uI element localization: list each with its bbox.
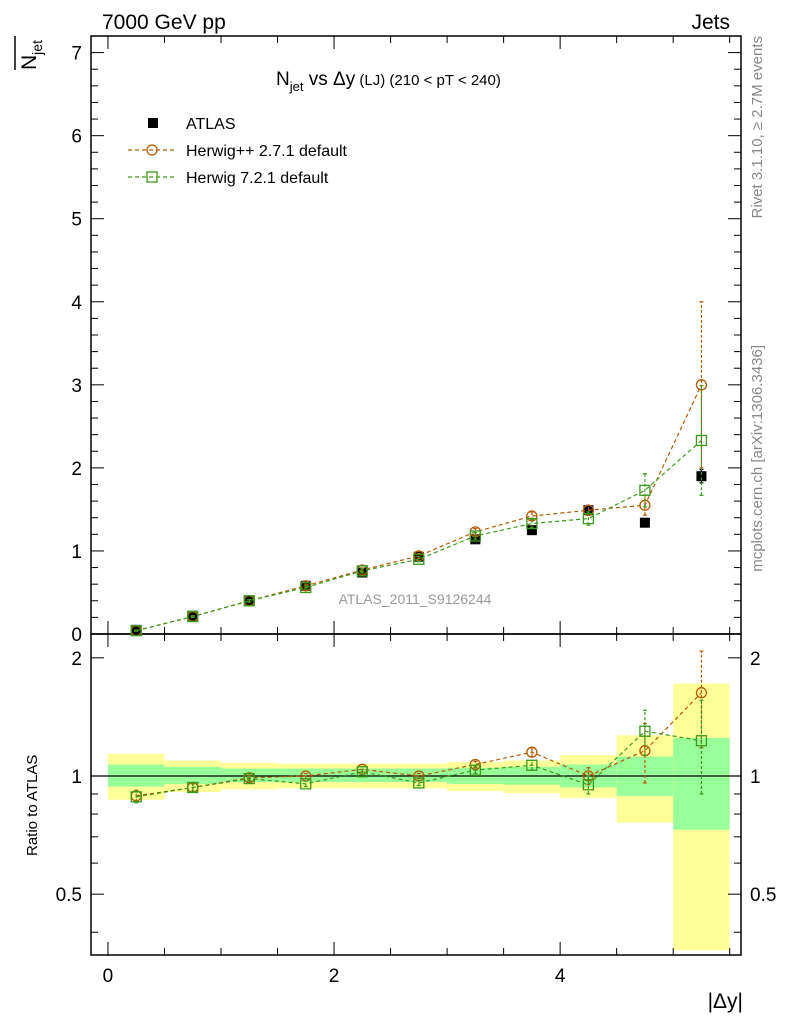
main-y-tick-label: 0 bbox=[71, 625, 82, 646]
herwig7-point bbox=[243, 595, 255, 607]
ratio-herwigpp-point bbox=[413, 770, 425, 782]
herwigpp-point bbox=[582, 504, 595, 516]
legend-marker-herwigpp bbox=[146, 144, 158, 156]
legend-label-herwigpp: Herwig++ 2.7.1 default bbox=[186, 143, 348, 160]
plot-title-main: N bbox=[276, 69, 290, 90]
ratio-herwig7-point bbox=[526, 759, 538, 771]
x-axis-label: |Δy| bbox=[708, 990, 743, 1013]
ratio-y-tick-label-right: 1 bbox=[750, 767, 761, 788]
side-mcplots-label: mcplots.cern.ch [arXiv:1306.3436] bbox=[749, 345, 766, 572]
analysis-watermark: ATLAS_2011_S9126244 bbox=[339, 591, 492, 607]
plot-title-vs: vs Δy bbox=[303, 69, 355, 90]
main-y-tick-label: 1 bbox=[71, 542, 82, 563]
ratio-herwig7-point bbox=[413, 777, 425, 789]
ratio-herwigpp-point bbox=[695, 687, 708, 699]
herwig7-point bbox=[695, 434, 708, 447]
ratio-y-tick-label-right: 0.5 bbox=[750, 885, 776, 906]
ratio-band-inner bbox=[334, 768, 391, 783]
atlas-point bbox=[526, 525, 537, 536]
x-tick-label: 2 bbox=[329, 966, 340, 987]
herwig7-point bbox=[469, 530, 481, 542]
herwig7-point bbox=[300, 581, 312, 594]
herwig7-point bbox=[356, 565, 368, 577]
ratio-y-tick-label-right: 2 bbox=[750, 649, 761, 670]
atlas-point bbox=[639, 517, 650, 528]
legend-entry-herwig7: Herwig 7.2.1 default bbox=[128, 170, 329, 187]
plot-title-lj: (LJ) bbox=[355, 72, 385, 89]
header-right-title: Jets bbox=[691, 11, 730, 34]
herwig7-point bbox=[130, 625, 142, 637]
legend-entry-herwigpp: Herwig++ 2.7.1 default bbox=[128, 143, 348, 160]
plot-title-range: (210 < pT < 240) bbox=[385, 72, 501, 89]
ratio-plot-marks bbox=[130, 650, 708, 804]
x-tick-label: 4 bbox=[555, 966, 566, 987]
main-y-tick-label: 3 bbox=[71, 376, 82, 397]
main-ylabel: Njet bbox=[18, 40, 45, 70]
ratio-herwig7-point bbox=[639, 725, 651, 737]
side-rivet-label: Rivet 3.1.10, ≥ 2.7M events bbox=[749, 36, 766, 219]
ratio-herwig7-point bbox=[243, 772, 255, 785]
herwig7-point bbox=[526, 517, 538, 530]
legend-label-herwig7: Herwig 7.2.1 default bbox=[186, 170, 329, 187]
main-ylabel-sub: jet bbox=[29, 40, 45, 56]
legend-entry-atlas: ATLAS bbox=[148, 116, 236, 133]
ratio-herwig7-point bbox=[582, 779, 595, 791]
ratio-plot-border bbox=[90, 633, 742, 956]
herwig7-point bbox=[413, 553, 425, 565]
main-plot-marks bbox=[130, 301, 708, 637]
main-y-tick-label: 2 bbox=[71, 459, 82, 480]
header-left-title: 7000 GeV pp bbox=[102, 11, 226, 34]
legend-marker-herwig7 bbox=[146, 171, 158, 183]
ratio-plot-frame: 0 2 4 0.5 0.5 1 1 2 2 bbox=[56, 633, 776, 987]
ratio-band-inner bbox=[390, 768, 448, 783]
ratio-y-tick-label: 0.5 bbox=[56, 885, 82, 906]
ratio-herwigpp-point bbox=[469, 758, 481, 771]
plot-title: Njet vs Δy (LJ) (210 < pT < 240) bbox=[276, 69, 501, 94]
ratio-herwigpp-point bbox=[526, 746, 538, 758]
legend: ATLAS Herwig++ 2.7.1 default Herwig 7.2.… bbox=[128, 116, 348, 187]
ratio-herwig7-point bbox=[300, 778, 312, 790]
ratio-herwig7-point bbox=[130, 791, 142, 803]
ratio-herwig7-point bbox=[469, 764, 481, 776]
main-y-tick-label: 4 bbox=[71, 293, 82, 314]
ratio-herwig7-point bbox=[356, 766, 368, 778]
main-ylabel-text: N bbox=[18, 55, 41, 70]
herwig7-point bbox=[582, 512, 595, 525]
main-y-tick-label: 6 bbox=[71, 127, 82, 148]
ratio-ylabel: Ratio to ATLAS bbox=[24, 755, 41, 856]
main-y-tick-label: 5 bbox=[71, 210, 82, 231]
atlas-point bbox=[696, 471, 707, 482]
ratio-y-tick-label: 2 bbox=[71, 649, 82, 670]
ratio-uncertainty-bands bbox=[107, 683, 730, 951]
ratio-herwig7-point bbox=[187, 781, 199, 794]
legend-marker-atlas bbox=[148, 118, 158, 128]
herwig7-point bbox=[639, 484, 651, 496]
plot-title-sub: jet bbox=[289, 79, 304, 94]
ratio-herwig7-point bbox=[695, 735, 708, 747]
herwig7-point bbox=[187, 610, 199, 623]
svg-text:Njet: Njet bbox=[18, 40, 45, 70]
ratio-y-tick-label: 1 bbox=[71, 767, 82, 788]
ratio-band-inner bbox=[277, 768, 335, 783]
legend-label-atlas: ATLAS bbox=[186, 116, 236, 133]
main-y-tick-label: 7 bbox=[71, 44, 82, 65]
x-tick-label: 0 bbox=[103, 966, 114, 987]
